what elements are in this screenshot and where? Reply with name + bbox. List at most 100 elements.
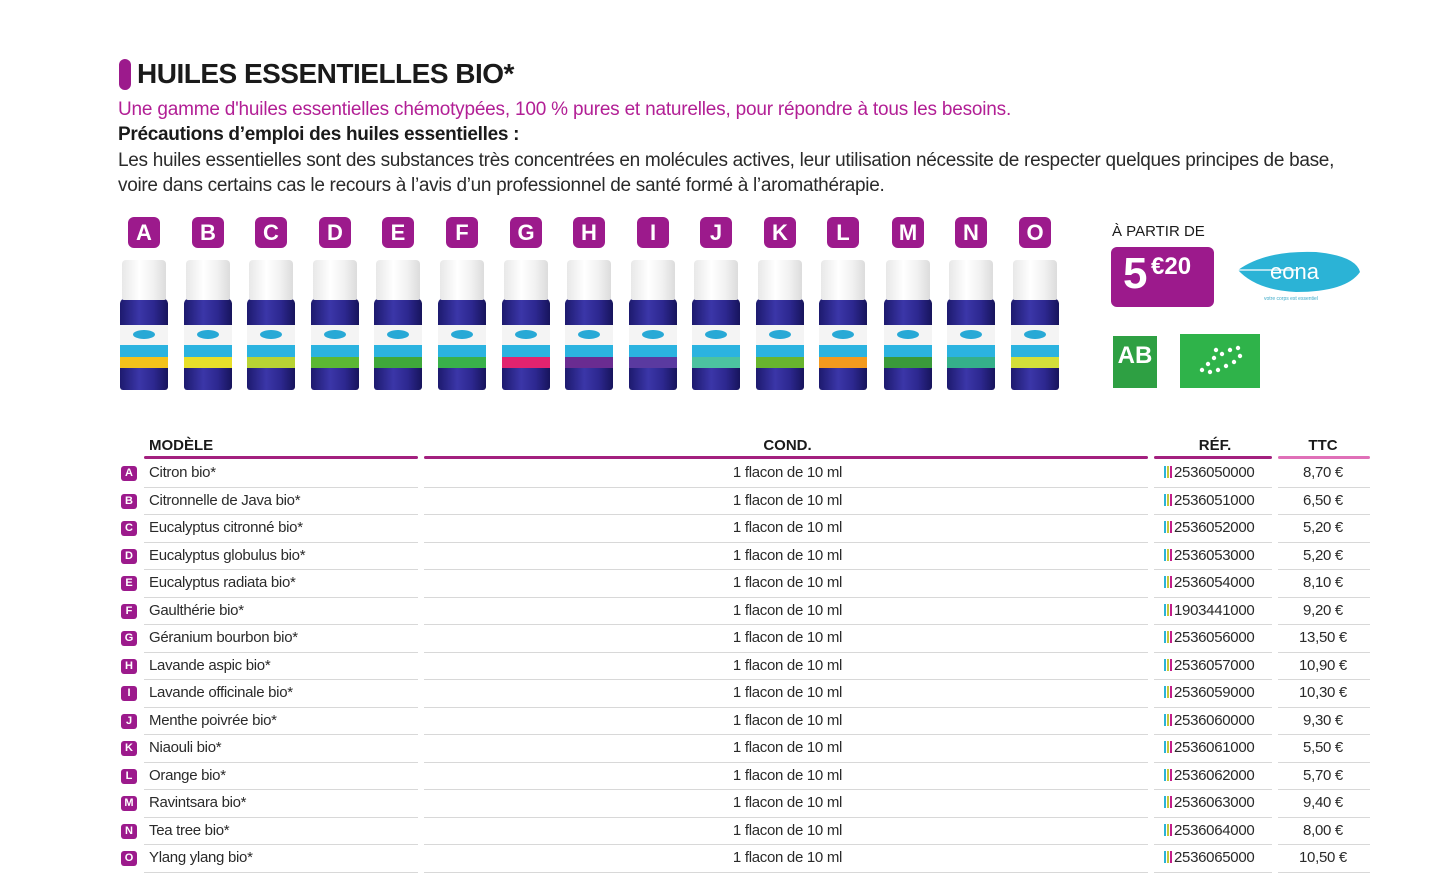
bottle-cap — [949, 260, 993, 300]
essential-oil-bottle-icon — [819, 260, 867, 390]
row-letter-badge: G — [121, 631, 137, 646]
cell-ref: 2536064000 — [1164, 822, 1255, 840]
row-divider — [1278, 596, 1370, 598]
row-divider — [424, 624, 1148, 625]
cell-ttc: 8,10 € — [1303, 574, 1343, 591]
bottle-logo-icon — [515, 330, 537, 339]
bottle-color-band — [692, 357, 740, 368]
cell-cond: 1 flacon de 10 ml — [732, 519, 843, 536]
essential-oil-bottle-icon — [692, 260, 740, 390]
bottle-letter-badge: N — [955, 217, 987, 248]
eona-tagline: votre corps est essentiel — [1264, 296, 1318, 302]
cell-ref: 2536054000 — [1164, 574, 1255, 592]
bottle-color-band — [438, 357, 486, 368]
cell-model: Géranium bourbon bio* — [149, 629, 298, 646]
cell-model: Tea tree bio* — [149, 821, 230, 839]
cell-ref: 2536061000 — [1164, 739, 1255, 757]
bottle-logo-icon — [960, 330, 982, 339]
essential-oil-bottle-icon — [565, 260, 613, 390]
cell-cond: 1 flacon de 10 ml — [732, 656, 843, 674]
row-divider — [1278, 844, 1370, 845]
table-row: J Menthe poivrée bio* 1 flacon de 10 ml 253… — [118, 708, 1370, 735]
price-badge: 5 €20 — [1111, 247, 1214, 307]
ref-code: 2536056000 — [1174, 629, 1255, 646]
bottle-label-band — [1011, 345, 1059, 357]
row-letter-badge: A — [121, 466, 137, 481]
essential-oil-bottle-icon — [120, 260, 168, 390]
cell-model: Eucalyptus citronné bio* — [149, 519, 303, 536]
bottle-label-band — [947, 345, 995, 357]
bottle-color-band — [756, 357, 804, 368]
bottle-label-band — [692, 345, 740, 357]
row-divider — [1278, 569, 1370, 570]
bottle-logo-icon — [832, 330, 854, 339]
header-underline — [1154, 456, 1272, 459]
row-divider — [1278, 541, 1370, 543]
row-letter-badge: D — [121, 548, 137, 564]
bottle-cap — [504, 260, 548, 300]
row-divider — [144, 679, 418, 680]
eu-organic-leaf-logo — [1180, 334, 1260, 388]
essential-oil-bottle-icon — [247, 260, 295, 390]
row-letter-badge: C — [121, 521, 137, 536]
row-divider — [424, 816, 1148, 818]
table-row: L Orange bio* 1 flacon de 10 ml 2536062000 5… — [118, 763, 1370, 790]
cell-model: Citronnelle de Java bio* — [149, 491, 301, 509]
table-row: A Citron bio* 1 flacon de 10 ml 2536050000 8… — [118, 460, 1370, 488]
barcode-icon — [1164, 740, 1173, 757]
cell-model: Menthe poivrée bio* — [149, 711, 277, 729]
ref-code: 2536051000 — [1174, 491, 1255, 509]
cell-cond: 1 flacon de 10 ml — [732, 629, 843, 646]
header-underline — [424, 456, 1148, 459]
barcode-icon — [1164, 713, 1173, 730]
row-divider — [1154, 816, 1272, 818]
cell-ref: 2536053000 — [1164, 547, 1255, 565]
row-divider — [144, 871, 418, 873]
header-underline — [144, 456, 418, 459]
row-divider — [1154, 789, 1272, 790]
bottle-cap — [694, 260, 738, 300]
table-body: A Citron bio* 1 flacon de 10 ml 2536050000 8… — [118, 460, 1370, 873]
bottle-color-band — [884, 357, 932, 368]
row-divider — [424, 789, 1148, 790]
essential-oil-bottle-icon — [1011, 260, 1059, 390]
bottle-color-band — [947, 357, 995, 368]
bottle-color-band — [502, 357, 550, 368]
ref-code: 2536065000 — [1174, 849, 1255, 866]
barcode-icon — [1164, 823, 1173, 840]
barcode-icon — [1164, 493, 1173, 510]
table-row: O Ylang ylang bio* 1 flacon de 10 ml 253606… — [118, 845, 1370, 873]
bottle-cap — [758, 260, 802, 300]
barcode-icon — [1164, 520, 1173, 537]
bottle-color-band — [184, 357, 232, 368]
row-divider — [424, 761, 1148, 763]
table-row: I Lavande officinale bio* 1 flacon de 10 m… — [118, 680, 1370, 708]
row-divider — [424, 486, 1148, 488]
bottle-label-band — [819, 345, 867, 357]
cell-cond: 1 flacon de 10 ml — [732, 849, 843, 866]
row-divider — [1278, 651, 1370, 653]
row-letter-badge: I — [121, 686, 137, 701]
bottle-letter-badge: B — [192, 217, 224, 248]
row-divider — [144, 651, 418, 653]
bottle-label-band — [502, 345, 550, 357]
bottle-label-band — [884, 345, 932, 357]
bottle-letter-badge: K — [764, 217, 796, 248]
cell-ttc: 9,20 € — [1303, 601, 1343, 619]
row-divider — [1154, 761, 1272, 763]
cell-model: Citron bio* — [149, 464, 216, 481]
row-divider — [424, 871, 1148, 873]
bottle-label-band — [311, 345, 359, 357]
cell-ttc: 10,50 € — [1299, 849, 1347, 866]
row-divider — [1154, 871, 1272, 873]
table-row: G Géranium bourbon bio* 1 flacon de 10 ml 2… — [118, 625, 1370, 653]
bottle-label-band — [438, 345, 486, 357]
row-divider — [424, 844, 1148, 845]
cell-ref: 2536057000 — [1164, 657, 1255, 675]
bottle-cap — [440, 260, 484, 300]
essential-oil-bottle-icon — [311, 260, 359, 390]
barcode-icon — [1164, 795, 1173, 812]
row-letter-badge: N — [121, 823, 137, 839]
bottle-logo-icon — [197, 330, 219, 339]
price-from-label: À PARTIR DE — [1112, 223, 1205, 240]
